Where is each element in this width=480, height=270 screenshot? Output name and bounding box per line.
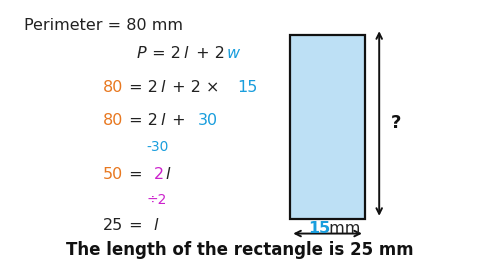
Text: P: P <box>137 46 146 62</box>
Text: 15: 15 <box>238 80 258 95</box>
Text: =: = <box>124 167 147 182</box>
Text: -30: -30 <box>146 140 169 154</box>
Text: The length of the rectangle is 25 mm: The length of the rectangle is 25 mm <box>66 241 414 259</box>
Text: ?: ? <box>391 114 402 132</box>
Text: l: l <box>160 80 165 95</box>
Text: + 2: + 2 <box>191 46 225 62</box>
Text: Perimeter = 80 mm: Perimeter = 80 mm <box>24 18 183 33</box>
Text: mm: mm <box>324 221 360 236</box>
Text: l: l <box>166 167 170 182</box>
Text: l: l <box>160 113 165 128</box>
Text: l: l <box>184 46 188 62</box>
Text: 25: 25 <box>103 218 123 233</box>
Text: = 2: = 2 <box>124 113 158 128</box>
Text: + 2 ×: + 2 × <box>167 80 225 95</box>
Text: 30: 30 <box>198 113 218 128</box>
Text: +: + <box>167 113 191 128</box>
Text: =: = <box>124 218 147 233</box>
Text: w: w <box>227 46 240 62</box>
Text: 2: 2 <box>154 167 164 182</box>
Bar <box>290 35 365 219</box>
Text: 80: 80 <box>103 80 123 95</box>
Text: l: l <box>154 218 158 233</box>
Text: = 2: = 2 <box>147 46 181 62</box>
Text: 50: 50 <box>103 167 123 182</box>
Text: 15: 15 <box>308 221 330 236</box>
Text: ÷2: ÷2 <box>146 193 167 207</box>
Text: 80: 80 <box>103 113 123 128</box>
Text: = 2: = 2 <box>124 80 158 95</box>
